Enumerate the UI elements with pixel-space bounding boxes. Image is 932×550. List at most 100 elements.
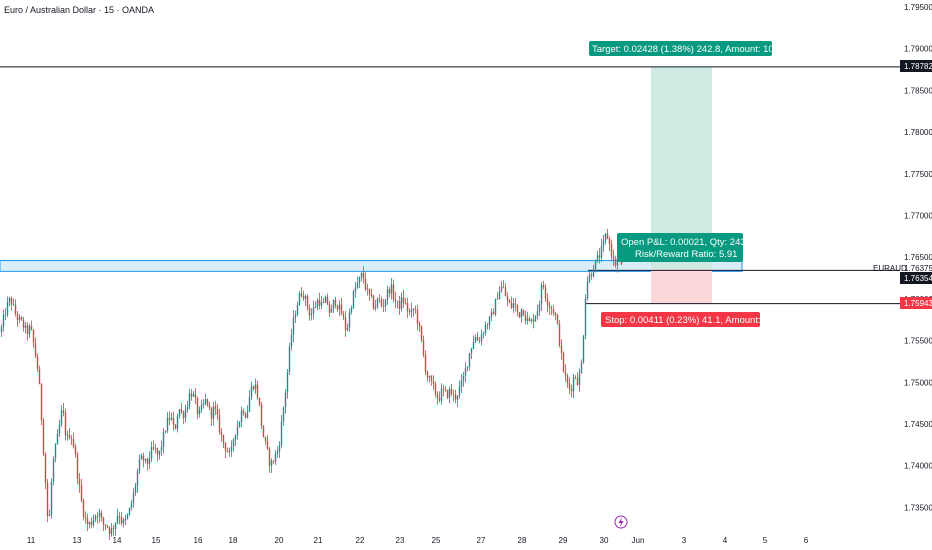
candle-body bbox=[144, 458, 147, 461]
x-tick-label: 20 bbox=[275, 536, 284, 545]
candle-body bbox=[274, 453, 277, 462]
candle-body bbox=[146, 458, 149, 464]
stop-label[interactable]: Stop: 0.00411 (0.23%) 41.1, Amount: 990 bbox=[601, 312, 779, 327]
x-tick-label: 11 bbox=[27, 536, 36, 545]
candle-body bbox=[234, 434, 237, 440]
candle-body bbox=[578, 373, 581, 385]
candle-body bbox=[384, 299, 387, 307]
candle-body bbox=[496, 298, 499, 300]
candle-body bbox=[602, 240, 605, 247]
candle-body bbox=[46, 483, 49, 516]
pnl-label[interactable]: Open P&L: 0.00021, Qty: 243309 Risk/Rewa… bbox=[617, 233, 762, 262]
candle-body bbox=[416, 310, 419, 324]
candle-body bbox=[468, 353, 471, 367]
candle-body bbox=[154, 448, 157, 450]
candle-body bbox=[462, 375, 465, 381]
candle-body bbox=[448, 388, 451, 398]
candle-body bbox=[286, 372, 289, 393]
candle-body bbox=[72, 439, 75, 447]
candle-body bbox=[386, 289, 389, 300]
candle-body bbox=[472, 341, 475, 349]
candle-body bbox=[508, 300, 511, 303]
candle-body bbox=[58, 424, 61, 434]
candle-body bbox=[360, 273, 363, 278]
candle-body bbox=[522, 309, 525, 316]
candle-body bbox=[264, 437, 267, 441]
entry-price-tag: 1.76354 bbox=[900, 272, 932, 284]
candle-body bbox=[594, 259, 597, 272]
candle-body bbox=[490, 312, 493, 317]
candle-body bbox=[98, 512, 101, 517]
demand-zone[interactable] bbox=[0, 260, 743, 272]
price-axis[interactable]: 1.79500 1.79000 1.78500 1.78000 1.77500 1.770… bbox=[904, 3, 932, 512]
candle-body bbox=[68, 434, 71, 439]
candle-body bbox=[406, 303, 409, 311]
candle-body bbox=[142, 455, 145, 461]
candle-body bbox=[254, 384, 257, 390]
candle-body bbox=[186, 407, 189, 410]
candle-body bbox=[50, 481, 53, 515]
candle-body bbox=[160, 446, 163, 451]
candle-body bbox=[456, 395, 459, 400]
candle-body bbox=[464, 367, 467, 376]
chart-title: Euro / Australian Dollar · 15 · OANDA bbox=[4, 5, 154, 15]
candle-body bbox=[152, 447, 155, 449]
candle-body bbox=[238, 422, 241, 427]
candle-body bbox=[224, 443, 227, 451]
candle-body bbox=[168, 417, 171, 420]
candle-body bbox=[54, 444, 57, 459]
candle-body bbox=[66, 434, 69, 436]
candle-body bbox=[414, 309, 417, 311]
candle-body bbox=[482, 333, 485, 335]
candle-body bbox=[320, 302, 323, 306]
candle-body bbox=[466, 366, 469, 368]
candle-body bbox=[44, 453, 47, 484]
x-tick-label: 27 bbox=[477, 536, 486, 545]
time-axis[interactable]: 11 13 14 15 16 18 20 21 22 23 25 27 28 29 30 Jun 3 4 5 6 bbox=[27, 536, 809, 545]
candle-body bbox=[396, 300, 399, 302]
candle-body bbox=[62, 410, 65, 413]
candle-body bbox=[574, 377, 577, 379]
y-tick-label: 1.75500 bbox=[904, 337, 932, 346]
y-tick-label: 1.74500 bbox=[904, 420, 932, 429]
svg-text:1.76354: 1.76354 bbox=[904, 274, 932, 283]
candle-body bbox=[0, 326, 3, 333]
candle-body bbox=[48, 514, 51, 516]
candle-body bbox=[252, 386, 255, 390]
candle-body bbox=[590, 274, 593, 277]
candle-body bbox=[42, 420, 45, 454]
candle-body bbox=[226, 450, 229, 453]
candle-body bbox=[516, 304, 519, 313]
lightning-icon[interactable] bbox=[614, 515, 628, 529]
candle-body bbox=[392, 284, 395, 300]
y-tick-label: 1.77500 bbox=[904, 170, 932, 179]
x-tick-label: 29 bbox=[559, 536, 568, 545]
candle-body bbox=[532, 319, 535, 322]
candle-body bbox=[394, 299, 397, 302]
candle-body bbox=[170, 417, 173, 420]
candle-body bbox=[300, 293, 303, 297]
candle-body bbox=[94, 515, 97, 520]
candlestick-series bbox=[0, 228, 623, 540]
candle-body bbox=[228, 451, 231, 453]
candle-body bbox=[116, 516, 119, 523]
candle-body bbox=[322, 302, 325, 303]
candle-body bbox=[20, 317, 23, 320]
candle-body bbox=[600, 246, 603, 258]
candle-body bbox=[6, 301, 9, 315]
candle-body bbox=[548, 305, 551, 308]
loss-zone[interactable] bbox=[651, 269, 712, 304]
candle-body bbox=[596, 255, 599, 260]
current-price-text: 1.76375 bbox=[904, 264, 932, 273]
candle-body bbox=[604, 233, 607, 241]
candle-body bbox=[358, 277, 361, 283]
candle-body bbox=[110, 528, 113, 535]
candle-body bbox=[80, 485, 83, 501]
target-label[interactable]: Target: 0.02428 (1.38%) 242.8, Amount: 1… bbox=[589, 41, 797, 56]
candle-body bbox=[372, 296, 375, 309]
candle-body bbox=[612, 256, 615, 260]
candle-body bbox=[450, 388, 453, 395]
candle-body bbox=[598, 255, 601, 258]
candle-body bbox=[96, 515, 99, 517]
